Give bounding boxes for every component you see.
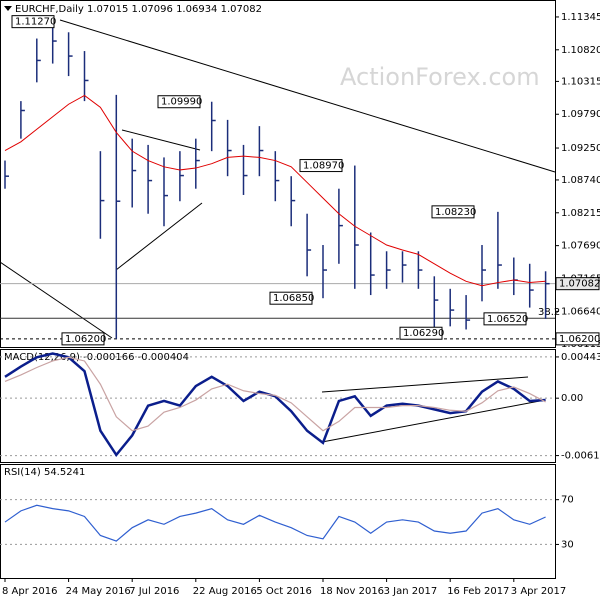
macd-panel xyxy=(0,349,556,463)
annotation-label: 1.08230 xyxy=(435,207,476,218)
trendline xyxy=(59,19,556,173)
price-title: EURCHF,Daily 1.07015 1.07096 1.06934 1.0… xyxy=(15,4,262,15)
y-tick-label: 0.004435 xyxy=(561,352,600,363)
trendline xyxy=(321,399,546,443)
y-tick-label: 1.09790 xyxy=(561,109,600,120)
last-price-box xyxy=(555,277,600,291)
x-tick-label: 8 Apr 2016 xyxy=(2,586,57,597)
x-tick-label: 22 Aug 2016 xyxy=(193,586,257,597)
y-tick-label: 1.07690 xyxy=(561,241,600,252)
indicator-line xyxy=(4,504,546,542)
x-tick-label: 24 May 2016 xyxy=(66,586,131,597)
menu-icon xyxy=(4,6,12,11)
y-tick-label: 1.08215 xyxy=(561,208,600,219)
price-panel xyxy=(0,0,556,348)
fib-label: 38.2 xyxy=(538,307,560,318)
annotation-box xyxy=(61,332,105,346)
y-tick-label: 1.06640 xyxy=(561,306,600,317)
y-tick-label: 0.00 xyxy=(561,393,583,404)
trendline xyxy=(121,129,201,151)
x-tick-label: 5 Oct 2016 xyxy=(256,586,311,597)
annotation-label: 1.06850 xyxy=(273,293,314,304)
trendline xyxy=(321,376,529,393)
trendline xyxy=(115,202,203,271)
annotation-label: 1.06520 xyxy=(487,314,528,325)
annotation-box xyxy=(157,95,201,109)
annotation-label: 1.08970 xyxy=(303,161,344,172)
annotation-label: 1.11270 xyxy=(15,17,56,28)
level-label: 1.06200 xyxy=(559,334,600,345)
macd-title: MACD(12,26,9) -0.000166 -0.000404 xyxy=(4,352,189,363)
rsi-title: RSI(14) 54.5241 xyxy=(4,467,85,478)
y-tick-label: 1.08740 xyxy=(561,175,600,186)
y-tick-label: 1.11345 xyxy=(561,12,600,23)
annotation-box xyxy=(269,291,313,305)
moving-average xyxy=(4,94,546,287)
annotation-box xyxy=(483,312,527,326)
indicator-line xyxy=(4,352,546,458)
y-tick-label: 1.09250 xyxy=(561,143,600,154)
x-tick-label: 7 Jul 2016 xyxy=(129,586,179,597)
indicator-line xyxy=(4,356,546,432)
x-tick-label: 3 Apr 2017 xyxy=(511,586,566,597)
y-tick-label: 70 xyxy=(561,495,574,506)
y-tick-label: 30 xyxy=(561,539,574,550)
annotation-box xyxy=(299,159,343,173)
x-tick-label: 16 Feb 2017 xyxy=(447,586,509,597)
x-tick-label: 3 Jan 2017 xyxy=(384,586,438,597)
level-box xyxy=(555,332,600,346)
y-tick-label: 1.10315 xyxy=(561,76,600,87)
annotation-label: 1.06200 xyxy=(65,334,106,345)
rsi-panel xyxy=(0,464,556,579)
annotation-label: 1.06290 xyxy=(403,328,444,339)
trendline xyxy=(0,261,113,339)
x-tick-label: 18 Nov 2016 xyxy=(320,586,384,597)
watermark: ActionForex.com xyxy=(340,63,540,91)
annotation-label: 1.09990 xyxy=(161,97,202,108)
y-tick-label: 1.10820 xyxy=(561,45,600,56)
annotation-box xyxy=(431,205,475,219)
annotation-box xyxy=(399,326,443,340)
last-price-label: 1.07082 xyxy=(559,279,600,290)
annotation-box xyxy=(11,15,55,29)
